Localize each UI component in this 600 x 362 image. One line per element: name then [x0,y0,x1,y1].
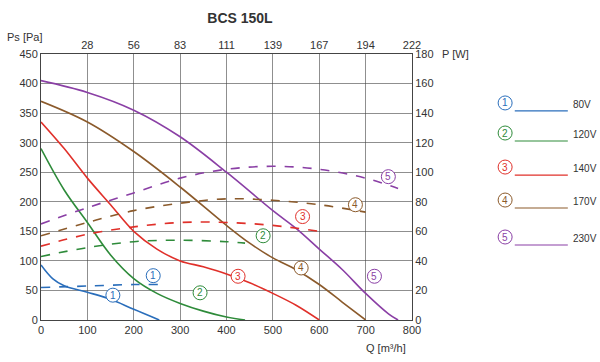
svg-text:0: 0 [38,324,44,336]
svg-text:111: 111 [218,39,235,51]
svg-text:222: 222 [403,39,421,51]
svg-text:600: 600 [310,324,328,336]
svg-text:300: 300 [171,324,189,336]
svg-text:4: 4 [352,199,358,210]
svg-text:56: 56 [128,39,140,51]
svg-text:167: 167 [310,39,328,51]
svg-text:Ps [Pa]: Ps [Pa] [7,31,42,43]
svg-text:100: 100 [19,255,37,267]
svg-text:83: 83 [174,39,186,51]
svg-text:170V: 170V [573,196,597,207]
svg-text:5: 5 [371,271,377,282]
svg-text:139: 139 [264,39,282,51]
svg-text:200: 200 [125,324,143,336]
svg-text:250: 250 [19,166,37,178]
svg-text:160: 160 [415,77,433,89]
svg-text:Q [m³/h]: Q [m³/h] [366,342,406,354]
svg-text:150: 150 [19,225,37,237]
svg-text:4: 4 [502,195,508,206]
svg-text:100: 100 [78,324,96,336]
svg-text:5: 5 [385,171,391,182]
svg-text:2: 2 [260,230,266,241]
svg-text:120V: 120V [573,129,597,140]
svg-text:P [W]: P [W] [442,48,469,60]
svg-text:194: 194 [356,39,374,51]
svg-text:180: 180 [415,48,433,60]
svg-text:800: 800 [403,324,421,336]
svg-text:0: 0 [415,314,421,326]
svg-text:40: 40 [415,255,427,267]
svg-text:100: 100 [415,166,433,178]
svg-text:200: 200 [19,196,37,208]
svg-text:1: 1 [150,270,156,281]
svg-text:50: 50 [26,284,38,296]
svg-text:BCS 150L: BCS 150L [207,10,273,26]
svg-text:400: 400 [19,77,37,89]
svg-text:28: 28 [81,39,93,51]
svg-text:300: 300 [19,137,37,149]
svg-text:5: 5 [502,232,508,243]
svg-text:140V: 140V [573,163,597,174]
svg-text:140: 140 [415,107,433,119]
svg-text:3: 3 [502,162,508,173]
svg-text:3: 3 [235,271,241,282]
svg-text:700: 700 [356,324,374,336]
svg-text:20: 20 [415,284,427,296]
svg-text:80V: 80V [573,99,591,110]
svg-text:0: 0 [32,314,38,326]
svg-text:4: 4 [298,262,304,273]
svg-text:2: 2 [502,128,508,139]
svg-text:350: 350 [19,107,37,119]
svg-text:60: 60 [415,225,427,237]
svg-text:3: 3 [300,211,306,222]
svg-text:2: 2 [197,287,203,298]
svg-text:1: 1 [502,97,508,108]
svg-text:450: 450 [19,48,37,60]
svg-text:1: 1 [110,290,116,301]
svg-text:500: 500 [264,324,282,336]
svg-text:400: 400 [217,324,235,336]
svg-text:80: 80 [415,196,427,208]
svg-text:230V: 230V [573,233,597,244]
svg-text:120: 120 [415,137,433,149]
